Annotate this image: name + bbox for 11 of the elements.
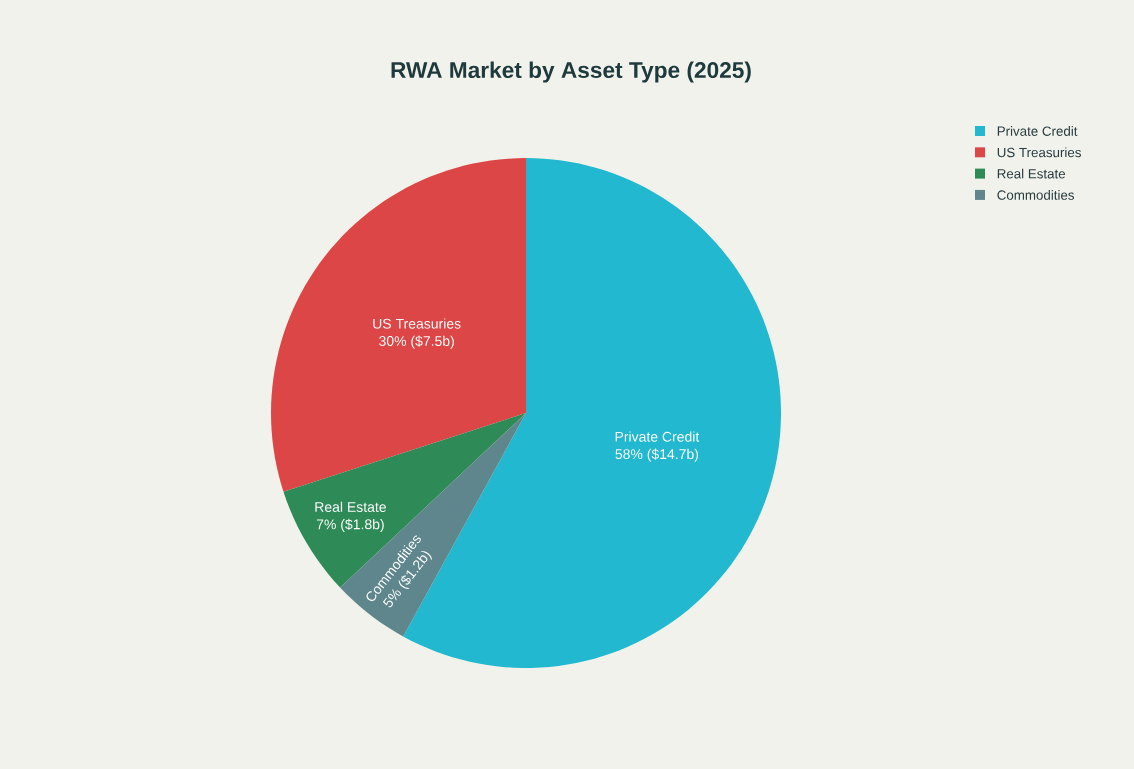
- slice-label: US Treasuries: [373, 318, 461, 329]
- legend-label: Real Estate: [997, 168, 1066, 179]
- data-label: 30% ($7.5b): [379, 335, 454, 349]
- chart-title: RWA Market by Asset Type (2025): [391, 61, 751, 83]
- data-label: 58% ($14.7b): [615, 448, 699, 462]
- legend-label: Commodities: [997, 190, 1075, 200]
- legend-label: US Treasuries: [997, 147, 1081, 158]
- slice-label: Real Estate: [315, 501, 386, 512]
- slice-label: Private Credit: [615, 431, 700, 442]
- legend-label: Private Credit: [997, 126, 1078, 136]
- data-label: 7% ($1.8b): [316, 518, 384, 533]
